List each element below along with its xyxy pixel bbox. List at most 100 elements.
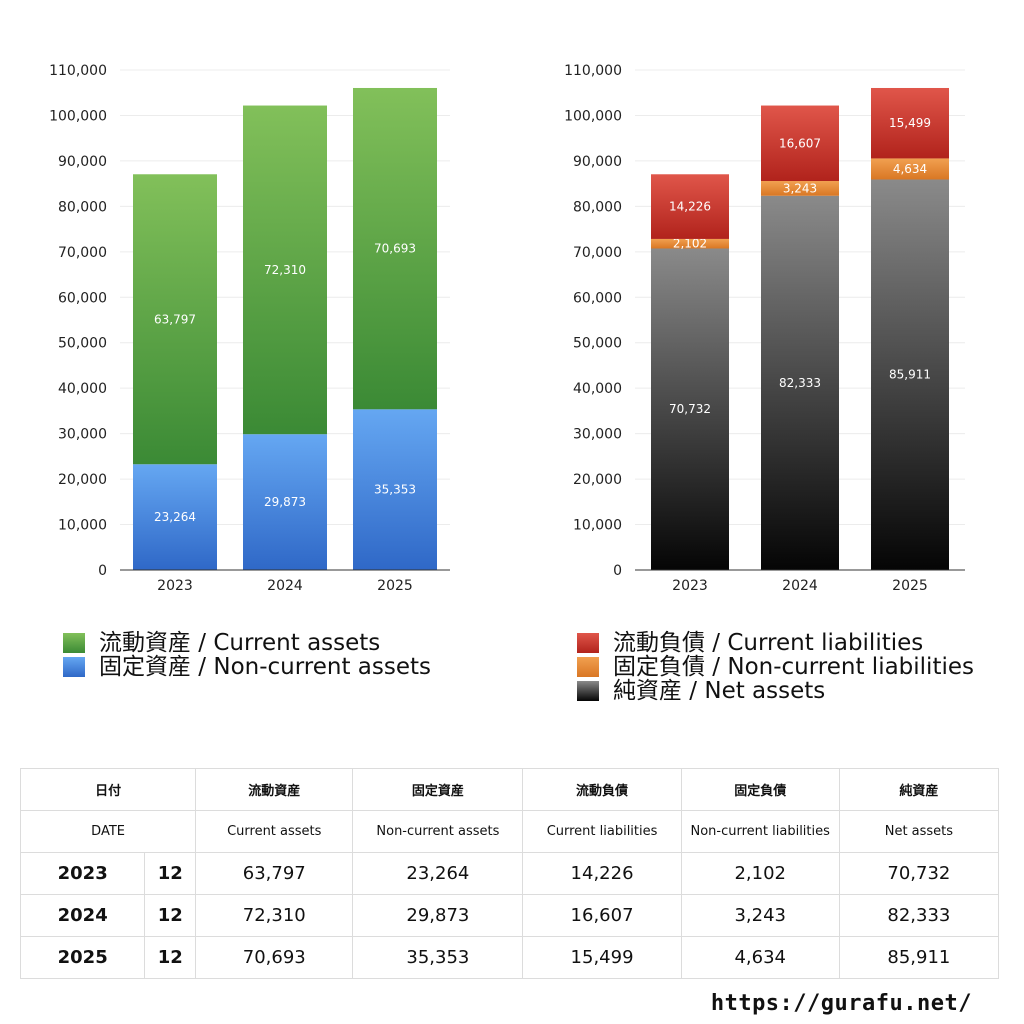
row-month: 12 xyxy=(144,894,197,937)
bar-current-assets-2024 xyxy=(243,105,327,435)
x-tick-label: 2023 xyxy=(157,578,193,594)
x-tick-label: 2025 xyxy=(892,578,928,594)
cell-current-liabilities: 14,226 xyxy=(522,852,682,895)
data-label: 63,797 xyxy=(154,312,196,326)
y-tick-label: 60,000 xyxy=(573,290,622,306)
liabilities-net-assets-chart: 0 10,000 20,000 30,000 40,000 50,000 60,000 70,… xyxy=(564,63,965,594)
legend-item-net-assets: 純資産 / Net assets xyxy=(577,679,974,703)
y-tick-label: 90,000 xyxy=(58,154,107,170)
cell-current-assets: 72,310 xyxy=(195,894,354,937)
y-tick-label: 10,000 xyxy=(573,518,622,534)
header-non-current-liabilities-en: Non-current liabilities xyxy=(680,810,840,853)
legend-swatch xyxy=(63,633,85,653)
legend-label: 固定資産 / Non-current assets xyxy=(99,654,432,680)
header-non-current-liabilities-ja: 固定負債 xyxy=(680,768,840,811)
legend-swatch xyxy=(63,657,85,677)
bar-current-liabilities-2023 xyxy=(651,174,729,239)
cell-non-current-assets: 35,353 xyxy=(352,936,524,979)
cell-non-current-assets: 29,873 xyxy=(352,894,524,937)
table-row: 2023 12 63,797 23,264 14,226 2,102 70,73… xyxy=(19,852,1000,895)
assets-chart: 0 10,000 20,000 30,000 40,000 50,000 60,000 70,… xyxy=(49,63,450,594)
data-label: 23,264 xyxy=(154,510,196,524)
bar-non-current-liabilities-2023 xyxy=(651,238,729,249)
bar-current-liabilities-2025 xyxy=(871,87,949,159)
cell-non-current-assets: 23,264 xyxy=(352,852,524,895)
cell-non-current-liabilities: 3,243 xyxy=(680,894,840,937)
data-label: 35,353 xyxy=(374,483,416,497)
legend-swatch xyxy=(577,657,599,677)
y-tick-label: 100,000 xyxy=(564,108,622,124)
y-tick-label: 70,000 xyxy=(58,245,107,261)
row-year: 2023 xyxy=(19,852,146,895)
bar-non-current-assets-2025 xyxy=(353,409,437,570)
bar-current-assets-2023 xyxy=(133,174,217,465)
row-year: 2025 xyxy=(19,936,146,979)
y-tick-label: 40,000 xyxy=(573,381,622,397)
data-label: 72,310 xyxy=(264,263,306,277)
legend-item-non-current-liabilities: 固定負債 / Non-current liabilities xyxy=(577,655,974,679)
bar-non-current-assets-2023 xyxy=(133,464,217,570)
y-tick-label: 40,000 xyxy=(58,381,107,397)
cell-current-assets: 63,797 xyxy=(195,852,354,895)
bar-non-current-liabilities-2024 xyxy=(761,181,839,196)
cell-net-assets: 70,732 xyxy=(838,852,1000,895)
header-net-assets-en: Net assets xyxy=(838,810,1000,853)
data-label: 29,873 xyxy=(264,495,306,509)
bar-non-current-assets-2024 xyxy=(243,434,327,570)
header-non-current-assets-en: Non-current assets xyxy=(352,810,524,853)
legend-label: 純資産 / Net assets xyxy=(613,678,826,704)
y-tick-label: 10,000 xyxy=(58,518,107,534)
balance-table: 日付 流動資産 固定資産 流動負債 固定負債 純資産 DATE Current … xyxy=(19,768,1000,979)
legend-swatch xyxy=(577,633,599,653)
row-month: 12 xyxy=(144,936,197,979)
bar-current-liabilities-2024 xyxy=(761,105,839,182)
legend-swatch xyxy=(577,681,599,701)
data-label: 14,226 xyxy=(669,200,711,214)
y-tick-label: 60,000 xyxy=(58,290,107,306)
data-label: 3,243 xyxy=(783,181,817,195)
data-label: 15,499 xyxy=(889,116,931,130)
y-tick-label: 50,000 xyxy=(573,336,622,352)
header-non-current-assets-ja: 固定資産 xyxy=(352,768,524,811)
bar-net-assets-2024 xyxy=(761,195,839,570)
y-tick-label: 50,000 xyxy=(58,336,107,352)
cell-current-liabilities: 15,499 xyxy=(522,936,682,979)
cell-non-current-liabilities: 4,634 xyxy=(680,936,840,979)
data-label: 82,333 xyxy=(779,376,821,390)
y-tick-label: 110,000 xyxy=(49,63,107,79)
cell-current-assets: 70,693 xyxy=(195,936,354,979)
legend-item-current-liabilities: 流動負債 / Current liabilities xyxy=(577,631,974,655)
y-tick-label: 80,000 xyxy=(573,199,622,215)
header-current-liabilities-en: Current liabilities xyxy=(522,810,682,853)
header-current-assets-en: Current assets xyxy=(195,810,354,853)
legend-item-non-current-assets: 固定資産 / Non-current assets xyxy=(63,655,431,679)
y-tick-label: 80,000 xyxy=(58,199,107,215)
cell-non-current-liabilities: 2,102 xyxy=(680,852,840,895)
header-current-liabilities-ja: 流動負債 xyxy=(522,768,682,811)
data-label: 85,911 xyxy=(889,368,931,382)
row-year: 2024 xyxy=(19,894,146,937)
y-tick-label: 30,000 xyxy=(573,427,622,443)
x-tick-label: 2023 xyxy=(672,578,708,594)
table-row: 2024 12 72,310 29,873 16,607 3,243 82,33… xyxy=(19,894,1000,937)
bar-non-current-liabilities-2025 xyxy=(871,158,949,180)
y-tick-label: 30,000 xyxy=(58,427,107,443)
header-date-ja: 日付 xyxy=(19,768,197,811)
legend-item-current-assets: 流動資産 / Current assets xyxy=(63,631,431,655)
y-tick-label: 90,000 xyxy=(573,154,622,170)
y-tick-label: 20,000 xyxy=(58,472,107,488)
y-tick-label: 0 xyxy=(613,563,622,579)
data-label: 16,607 xyxy=(779,136,821,150)
x-tick-label: 2024 xyxy=(782,578,818,594)
data-label: 4,634 xyxy=(893,162,927,176)
data-label: 70,732 xyxy=(669,402,711,416)
table-row: 2025 12 70,693 35,353 15,499 4,634 85,91… xyxy=(19,936,1000,979)
y-tick-label: 110,000 xyxy=(564,63,622,79)
legend-label: 固定負債 / Non-current liabilities xyxy=(613,654,974,680)
header-date-en: DATE xyxy=(19,810,197,853)
bar-current-assets-2025 xyxy=(353,87,437,410)
cell-net-assets: 85,911 xyxy=(838,936,1000,979)
cell-net-assets: 82,333 xyxy=(838,894,1000,937)
site-url[interactable]: https://gurafu.net/ xyxy=(710,991,972,1016)
header-current-assets-ja: 流動資産 xyxy=(195,768,354,811)
